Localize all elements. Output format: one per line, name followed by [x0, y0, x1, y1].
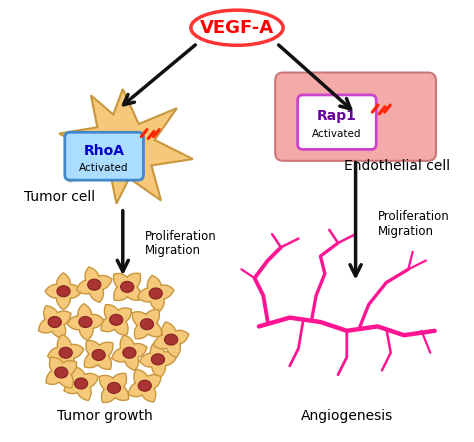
- FancyBboxPatch shape: [65, 132, 144, 180]
- Text: Proliferation: Proliferation: [145, 230, 217, 243]
- Polygon shape: [77, 267, 112, 302]
- Text: Migration: Migration: [145, 244, 201, 257]
- Polygon shape: [132, 310, 162, 339]
- Polygon shape: [84, 341, 113, 369]
- Polygon shape: [114, 273, 141, 301]
- FancyBboxPatch shape: [298, 95, 376, 149]
- Polygon shape: [64, 366, 98, 400]
- Ellipse shape: [88, 279, 101, 290]
- Text: Angiogenesis: Angiogenesis: [301, 409, 393, 423]
- Ellipse shape: [191, 10, 283, 46]
- Ellipse shape: [149, 288, 162, 299]
- Ellipse shape: [79, 316, 92, 328]
- FancyBboxPatch shape: [275, 72, 436, 161]
- Polygon shape: [128, 370, 161, 402]
- Polygon shape: [100, 373, 128, 403]
- Ellipse shape: [109, 314, 123, 325]
- Text: Activated: Activated: [312, 129, 362, 139]
- Ellipse shape: [48, 316, 61, 328]
- Polygon shape: [101, 305, 131, 335]
- Ellipse shape: [74, 378, 88, 389]
- Ellipse shape: [151, 354, 164, 365]
- Text: Endothelial cell: Endothelial cell: [344, 159, 450, 173]
- Text: RhoA: RhoA: [83, 144, 125, 158]
- Polygon shape: [112, 335, 147, 370]
- Ellipse shape: [59, 347, 73, 358]
- Polygon shape: [45, 273, 82, 310]
- Ellipse shape: [120, 282, 134, 292]
- Text: VEGF-A: VEGF-A: [200, 19, 274, 37]
- Text: Tumor cell: Tumor cell: [24, 190, 95, 204]
- Ellipse shape: [140, 319, 154, 330]
- Ellipse shape: [92, 350, 105, 361]
- Text: Activated: Activated: [79, 163, 129, 173]
- Ellipse shape: [164, 334, 178, 345]
- Ellipse shape: [55, 367, 68, 378]
- Polygon shape: [38, 306, 71, 338]
- Polygon shape: [59, 89, 193, 204]
- Polygon shape: [137, 275, 174, 312]
- Text: Rap1: Rap1: [317, 110, 357, 123]
- Ellipse shape: [138, 380, 151, 391]
- Polygon shape: [139, 341, 176, 378]
- Ellipse shape: [123, 347, 136, 358]
- Ellipse shape: [108, 382, 120, 393]
- Polygon shape: [47, 335, 84, 371]
- Text: Migration: Migration: [378, 225, 434, 238]
- Polygon shape: [46, 357, 77, 388]
- Ellipse shape: [57, 286, 70, 297]
- Text: Tumor growth: Tumor growth: [57, 409, 153, 423]
- Text: Proliferation: Proliferation: [378, 210, 449, 223]
- Polygon shape: [154, 322, 189, 357]
- Polygon shape: [67, 304, 104, 340]
